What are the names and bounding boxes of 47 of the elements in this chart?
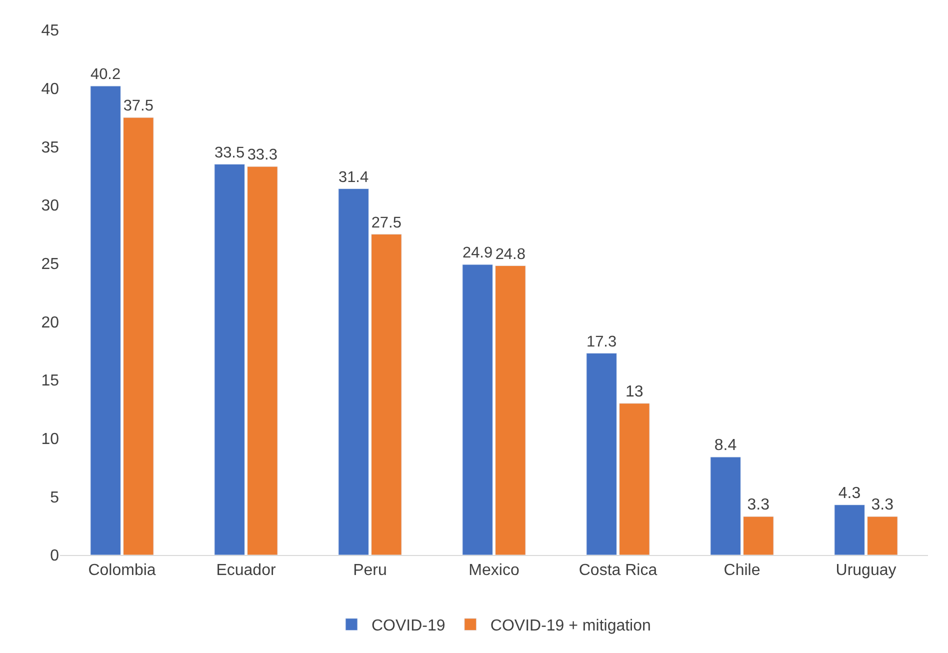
y-tick-label: 30 [41, 198, 60, 215]
x-tick-label: Peru [353, 562, 387, 580]
x-tick-label: Costa Rica [578, 562, 658, 580]
bar [710, 456, 741, 555]
data-label: 24.9 [462, 244, 493, 262]
data-label: 33.3 [247, 146, 278, 164]
bar [495, 265, 526, 555]
y-tick-label: 25 [41, 256, 60, 273]
bar [214, 164, 245, 555]
data-label: 8.4 [714, 437, 737, 454]
legend-label: COVID-19 + mitigation [490, 618, 651, 635]
y-tick-label: 5 [50, 489, 60, 506]
bar [867, 516, 898, 555]
y-tick-label: 45 [41, 22, 60, 40]
y-tick-label: 15 [41, 372, 60, 390]
bar [834, 504, 865, 555]
y-tick-label: 35 [41, 139, 60, 156]
y-tick-label: 20 [41, 314, 60, 332]
bar [123, 117, 154, 555]
data-label: 27.5 [371, 214, 402, 232]
data-label: 31.4 [338, 168, 369, 186]
data-label: 17.3 [586, 333, 617, 350]
x-tick-label: Chile [724, 562, 760, 580]
y-tick-label: 10 [41, 430, 60, 448]
data-label: 24.8 [495, 246, 526, 263]
x-tick-label: Uruguay [836, 562, 896, 580]
data-label: 3.3 [747, 496, 770, 514]
bar [462, 264, 493, 555]
bar [743, 516, 774, 555]
bar [247, 166, 278, 555]
bar [371, 234, 402, 555]
data-label: 4.3 [838, 484, 861, 502]
data-label: 37.5 [123, 98, 154, 115]
data-label: 3.3 [871, 496, 894, 514]
legend-label: COVID-19 [372, 618, 446, 635]
x-tick-label: Ecuador [216, 562, 276, 580]
data-label: 33.5 [214, 144, 245, 162]
x-tick-label: Colombia [88, 562, 156, 580]
x-tick-label: Mexico [468, 562, 520, 580]
data-label: 40.2 [90, 66, 121, 84]
bar [586, 352, 617, 555]
bar [619, 403, 650, 555]
bar [338, 188, 369, 555]
bar [90, 86, 121, 555]
data-label: 13 [625, 383, 644, 400]
y-tick-label: 40 [41, 80, 60, 98]
y-tick-label: 0 [50, 548, 60, 565]
